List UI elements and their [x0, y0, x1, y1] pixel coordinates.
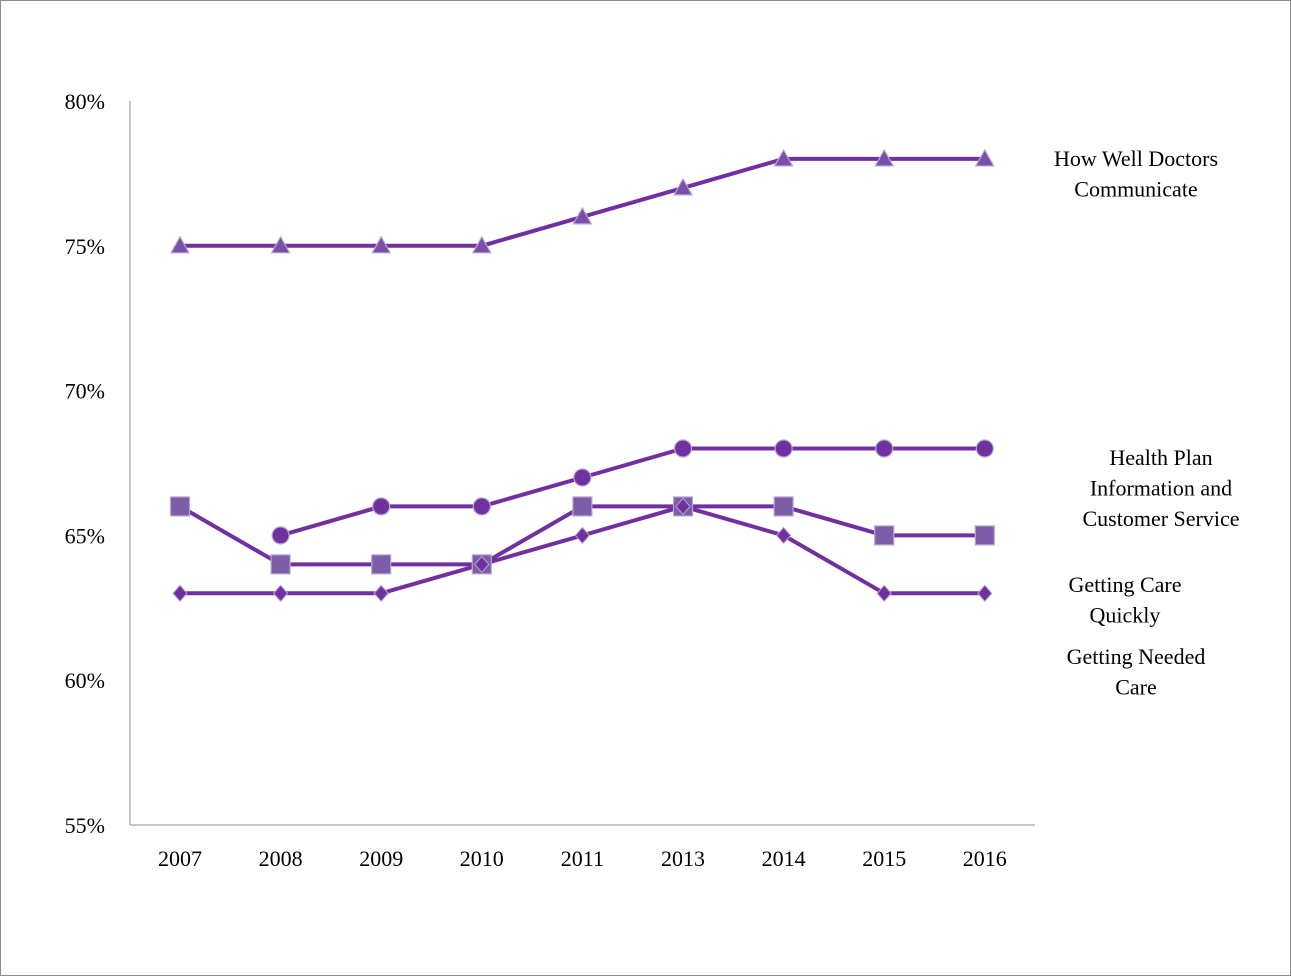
data-point-getting-needed-care — [876, 584, 892, 603]
y-tick-label: 60% — [65, 668, 105, 693]
x-tick-label: 2014 — [762, 846, 806, 871]
data-point-getting-needed-care — [574, 526, 591, 545]
data-point-getting-care-quickly — [169, 496, 191, 517]
data-point-getting-needed-care — [272, 584, 289, 603]
data-point-getting-needed-care — [977, 584, 993, 603]
data-point-getting-care-quickly — [874, 525, 895, 546]
series-label-line: Health Plan — [1109, 445, 1212, 470]
data-point-how-well-doctors-communicate — [572, 206, 593, 225]
series-label-line: Getting Care — [1068, 572, 1181, 597]
series-label-line: Quickly — [1090, 603, 1161, 628]
y-tick-label: 65% — [65, 523, 105, 548]
data-point-health-plan-information-and-customer-service — [372, 497, 391, 516]
series-label-how-well-doctors-communicate: How Well Doctors Communicate — [1054, 146, 1218, 202]
data-point-how-well-doctors-communicate — [874, 148, 895, 167]
series-label-health-plan-information-and-customer-service: Health Plan Information and Customer Servi… — [1082, 445, 1239, 531]
data-point-getting-care-quickly — [974, 525, 995, 546]
series-label-line: Getting Needed — [1067, 644, 1206, 669]
series-label-line: Information and — [1090, 476, 1232, 501]
y-tick-label: 55% — [65, 813, 105, 838]
series-line-getting-needed-care — [180, 504, 985, 596]
series-label-line: Customer Service — [1082, 506, 1239, 531]
series-markers — [169, 148, 995, 603]
series-line-how-well-doctors-communicate — [180, 156, 985, 248]
series-label-line: Communicate — [1074, 177, 1197, 202]
x-tick-label: 2007 — [158, 846, 202, 871]
y-tick-label: 75% — [65, 234, 105, 259]
data-point-getting-needed-care — [474, 555, 490, 574]
data-point-health-plan-information-and-customer-service — [975, 439, 994, 458]
data-point-getting-needed-care — [775, 526, 792, 545]
x-tick-label: 2009 — [359, 846, 403, 871]
data-point-health-plan-information-and-customer-service — [472, 497, 491, 516]
series-label-getting-needed-care: Getting Needed Care — [1067, 644, 1206, 700]
y-axis-ticks: 55% 60% 65% 70% 75% 80% — [65, 89, 105, 838]
y-tick-label: 70% — [65, 379, 105, 404]
y-tick-label: 80% — [65, 89, 105, 114]
x-tick-label: 2008 — [259, 846, 303, 871]
data-point-how-well-doctors-communicate — [270, 235, 291, 254]
series-label-line: Care — [1115, 675, 1157, 700]
x-tick-label: 2016 — [963, 846, 1007, 871]
data-point-getting-care-quickly — [270, 554, 291, 575]
x-tick-label: 2011 — [561, 846, 604, 871]
data-point-health-plan-information-and-customer-service — [875, 439, 894, 458]
data-point-getting-care-quickly — [773, 496, 794, 517]
x-tick-label: 2013 — [661, 846, 705, 871]
x-axis-ticks: 2007 2008 2009 2010 2011 2013 2014 2015 2016 — [158, 846, 1007, 871]
data-point-getting-care-quickly — [572, 496, 593, 517]
data-point-how-well-doctors-communicate — [974, 148, 995, 167]
axes — [129, 101, 1035, 826]
series-label-getting-care-quickly: Getting Care Quickly — [1068, 572, 1181, 628]
data-point-how-well-doctors-communicate — [672, 177, 694, 196]
series-label-line: How Well Doctors — [1054, 146, 1218, 171]
x-tick-label: 2010 — [460, 846, 504, 871]
data-point-health-plan-information-and-customer-service — [774, 439, 793, 458]
data-point-getting-care-quickly — [371, 554, 392, 575]
data-point-how-well-doctors-communicate — [169, 235, 191, 254]
data-point-getting-needed-care — [675, 497, 691, 516]
series-labels: How Well Doctors Communicate Health Plan In… — [1054, 146, 1240, 700]
data-point-health-plan-information-and-customer-service — [573, 468, 592, 487]
data-point-getting-needed-care — [172, 584, 188, 603]
data-point-how-well-doctors-communicate — [773, 148, 794, 167]
data-point-getting-needed-care — [373, 584, 389, 603]
data-point-how-well-doctors-communicate — [371, 235, 392, 254]
series-line-health-plan-information-and-customer-service — [280, 446, 985, 538]
data-point-health-plan-information-and-customer-service — [271, 526, 290, 545]
data-point-health-plan-information-and-customer-service — [673, 439, 693, 458]
data-point-how-well-doctors-communicate — [471, 235, 492, 254]
x-tick-label: 2015 — [862, 846, 906, 871]
